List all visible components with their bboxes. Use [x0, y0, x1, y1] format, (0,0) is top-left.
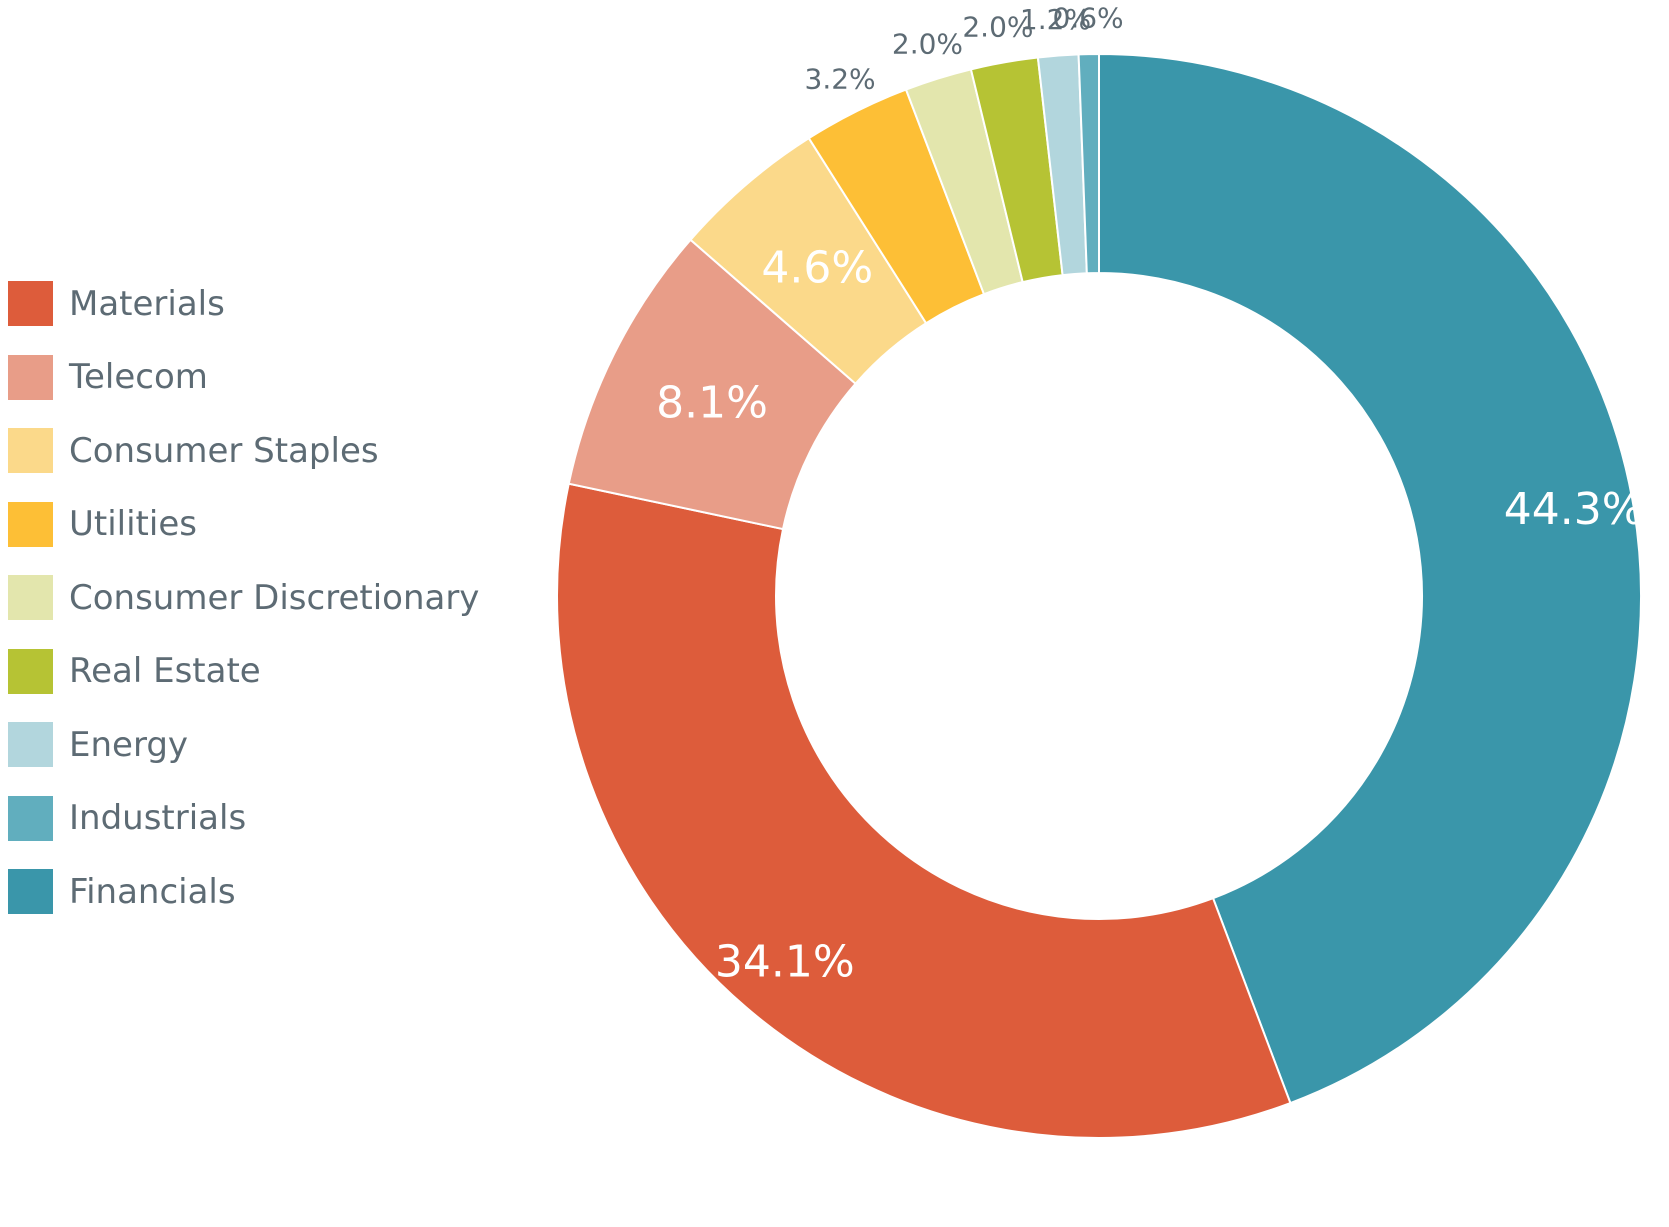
slice-label-real-estate: 2.0% [962, 10, 1033, 43]
legend-item-energy: Energy [8, 721, 508, 768]
slice-materials [556, 482, 1292, 1139]
slice-label-financials: 44.3% [1504, 484, 1644, 535]
legend-label-energy: Energy [69, 724, 189, 765]
legend-item-consumer-discretionary: Consumer Discretionary [8, 574, 508, 621]
legend-item-consumer-staples: Consumer Staples [8, 427, 508, 474]
slice-label-energy: 1.2% [1020, 3, 1091, 36]
legend-swatch-industrials [8, 795, 53, 841]
legend-swatch-energy [8, 722, 53, 767]
legend-label-industrials: Industrials [69, 798, 247, 838]
legend-item-telecom: Telecom [8, 354, 508, 401]
slice-label-telecom: 8.1% [656, 377, 768, 428]
legend-label-real-estate: Real Estate [69, 651, 261, 691]
slice-label-consumer-staples: 4.6% [761, 242, 873, 293]
legend: Materials Telecom Consumer Staples Utilitie… [8, 280, 508, 942]
legend-item-industrials: Industrials [8, 795, 508, 842]
legend-swatch-consumer-discretionary [8, 575, 53, 620]
legend-item-financials: Financials [8, 868, 508, 915]
legend-label-materials: Materials [69, 283, 225, 324]
slice-label-industrials: 0.6% [1053, 2, 1124, 35]
legend-label-financials: Financials [69, 871, 236, 912]
slice-industrials [1077, 52, 1100, 275]
slice-label-materials: 34.1% [715, 937, 855, 988]
legend-swatch-financials [8, 869, 53, 914]
legend-item-real-estate: Real Estate [8, 648, 508, 695]
legend-item-utilities: Utilities [8, 501, 508, 548]
legend-label-telecom: Telecom [69, 357, 208, 397]
slice-label-utilities: 3.2% [805, 63, 876, 96]
legend-swatch-utilities [8, 501, 53, 547]
legend-swatch-telecom [8, 354, 53, 400]
legend-swatch-real-estate [8, 648, 53, 694]
legend-label-consumer-discretionary: Consumer Discretionary [69, 577, 480, 618]
legend-swatch-materials [8, 281, 53, 326]
legend-swatch-consumer-staples [8, 428, 53, 473]
slice-label-consumer-discretionary: 2.0% [892, 28, 963, 61]
legend-label-utilities: Utilities [69, 504, 197, 544]
legend-label-consumer-staples: Consumer Staples [69, 430, 379, 471]
legend-item-materials: Materials [8, 280, 508, 327]
slice-financials [1098, 52, 1642, 1105]
